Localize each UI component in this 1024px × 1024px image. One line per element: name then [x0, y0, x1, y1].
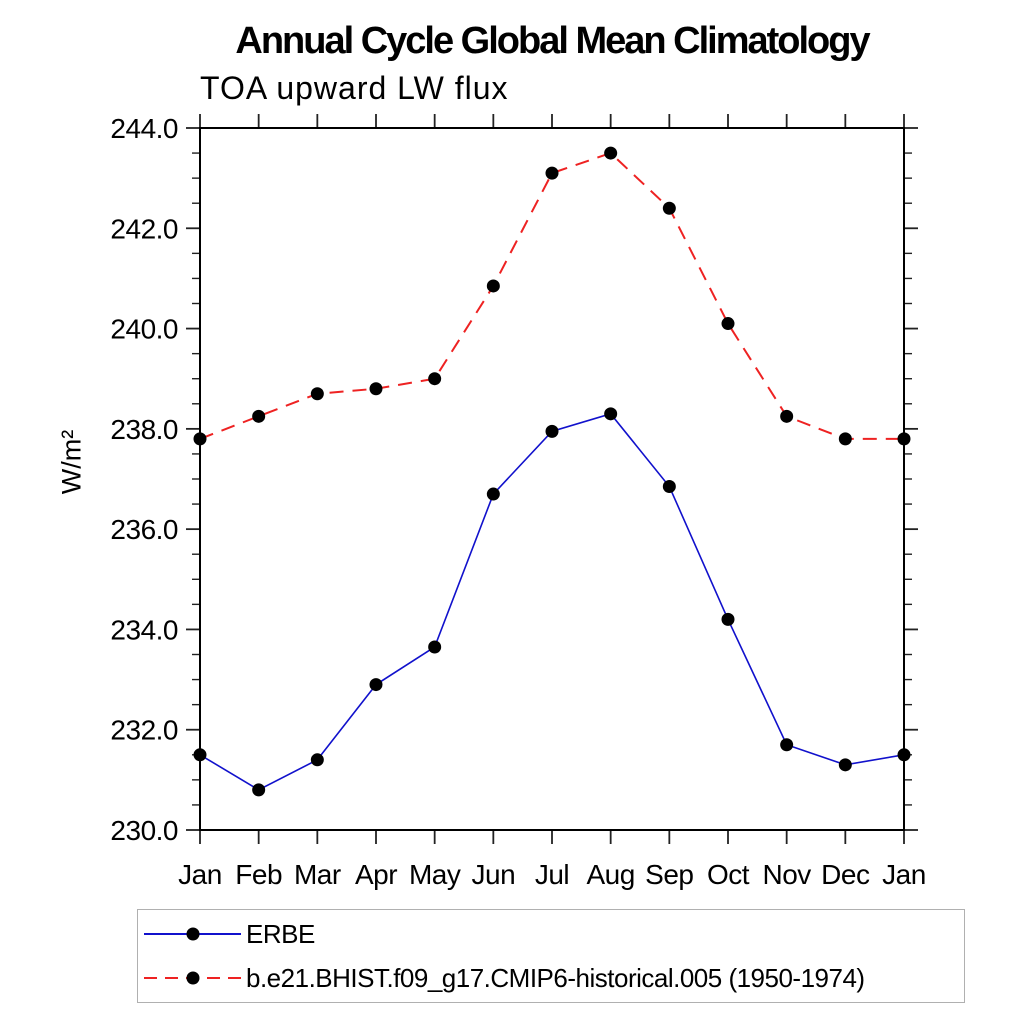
data-point-erbe — [310, 753, 324, 767]
series-line-model — [199, 151, 904, 440]
data-point-erbe — [369, 678, 383, 692]
data-point-erbe — [252, 783, 266, 797]
legend-marker-dot — [186, 927, 200, 941]
legend-box: ERBE b.e21.BHIST.f09_g17.CMIP6-historica… — [137, 909, 965, 1003]
x-tick-label: Mar — [294, 859, 341, 890]
y-tick-label: 240.0 — [110, 314, 178, 345]
y-tick-label: 232.0 — [110, 715, 178, 746]
data-point-model — [662, 201, 676, 215]
x-tick-label: Feb — [235, 859, 282, 890]
data-point-erbe — [428, 640, 442, 654]
data-point-erbe — [662, 480, 676, 494]
data-point-model — [721, 317, 735, 331]
data-point-erbe — [604, 407, 618, 421]
x-tick-label: Dec — [821, 859, 870, 890]
x-tick-label: Oct — [707, 859, 750, 890]
data-point-model — [838, 432, 852, 446]
x-tick-label: Apr — [355, 859, 397, 890]
data-point-erbe — [193, 748, 207, 762]
data-point-erbe — [545, 424, 559, 438]
data-point-model — [780, 409, 794, 423]
data-point-model — [369, 382, 383, 396]
y-tick-label: 238.0 — [110, 414, 178, 445]
data-point-model — [428, 372, 442, 386]
data-point-model — [897, 432, 911, 446]
data-point-erbe — [780, 738, 794, 752]
chart-subtitle: TOA upward LW flux — [200, 70, 509, 106]
data-point-erbe — [838, 758, 852, 772]
x-tick-label: Aug — [587, 859, 635, 890]
y-tick-label: 234.0 — [110, 614, 178, 645]
x-tick-label: Jan — [178, 859, 222, 890]
data-point-model — [545, 166, 559, 180]
legend-label-erbe: ERBE — [246, 918, 315, 949]
x-tick-label: Jan — [882, 859, 926, 890]
data-point-erbe — [721, 612, 735, 626]
y-tick-label: 244.0 — [110, 113, 178, 144]
x-tick-label: Nov — [763, 859, 812, 890]
x-tick-label: Jun — [472, 859, 516, 890]
y-tick-label: 242.0 — [110, 213, 178, 244]
x-tick-label: May — [409, 859, 461, 890]
legend-entry-model: b.e21.BHIST.f09_g17.CMIP6-historical.005… — [138, 959, 964, 997]
series-line-erbe — [199, 412, 905, 791]
data-point-erbe — [897, 748, 911, 762]
x-tick-label: Sep — [645, 859, 693, 890]
y-tick-label: 230.0 — [110, 815, 178, 846]
data-point-model — [604, 146, 618, 160]
plot-frame — [199, 127, 905, 831]
chart-title: Annual Cycle Global Mean Climatology — [235, 20, 870, 62]
data-point-model — [252, 409, 266, 423]
erbe-line-sample — [144, 927, 241, 941]
model-line-sample — [144, 971, 241, 985]
legend-entry-erbe: ERBE — [138, 915, 964, 953]
data-point-model — [310, 387, 324, 401]
legend-label-model: b.e21.BHIST.f09_g17.CMIP6-historical.005… — [246, 962, 865, 993]
data-point-model — [486, 279, 500, 293]
legend-marker-dot — [186, 971, 200, 985]
data-point-model — [193, 432, 207, 446]
y-tick-label: 236.0 — [110, 514, 178, 545]
x-tick-label: Jul — [535, 859, 569, 890]
data-point-erbe — [486, 487, 500, 501]
